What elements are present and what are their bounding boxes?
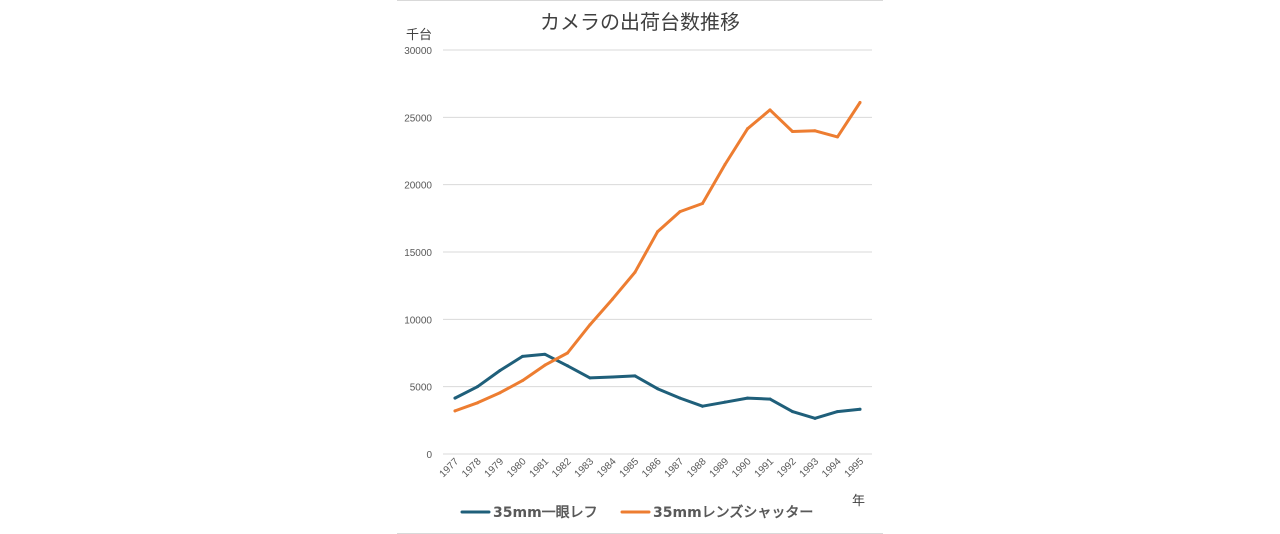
data-point <box>678 210 682 214</box>
data-point <box>588 376 592 380</box>
y-tick-label: 15000 <box>404 248 432 259</box>
x-tick-label: 1992 <box>775 456 799 480</box>
data-point <box>746 396 749 400</box>
y-axis-unit-label: 千台 <box>406 28 432 43</box>
data-point <box>521 379 524 383</box>
data-point <box>768 108 772 112</box>
x-tick-label: 1990 <box>730 456 754 480</box>
data-point <box>476 385 479 389</box>
y-tick-label: 20000 <box>404 181 432 192</box>
y-tick-label: 5000 <box>410 383 433 394</box>
legend-label: 35mm一眼レフ <box>493 505 598 521</box>
data-point <box>498 391 502 395</box>
x-tick-label: 1983 <box>573 456 597 480</box>
data-point <box>791 410 794 414</box>
data-point <box>566 364 569 368</box>
legend-label: 35mmレンズシャッター <box>653 504 813 521</box>
data-point <box>656 387 659 391</box>
x-tick-label: 1981 <box>528 456 552 480</box>
series-0 <box>453 352 862 420</box>
series-1 <box>453 101 862 413</box>
gridlines <box>443 49 872 455</box>
data-point <box>723 400 727 404</box>
data-point <box>813 129 817 133</box>
x-tick-label: 1979 <box>483 456 507 480</box>
data-point <box>746 127 749 131</box>
y-tick-label: 0 <box>426 450 432 461</box>
data-point <box>588 323 592 327</box>
data-point <box>791 129 794 133</box>
x-axis-ticks: 1977197819791980198119821983198419851986… <box>438 456 867 480</box>
chart-title: カメラの出荷台数推移 <box>540 10 740 34</box>
x-tick-label: 1978 <box>460 456 484 480</box>
data-point <box>701 202 704 206</box>
x-tick-label: 1989 <box>708 456 732 480</box>
x-tick-label: 1977 <box>438 456 462 480</box>
data-point <box>656 230 659 234</box>
data-point <box>566 351 569 355</box>
x-axis-unit-label: 年 <box>852 494 865 509</box>
data-point <box>453 396 457 400</box>
data-point <box>701 404 704 408</box>
x-tick-label: 1993 <box>798 456 822 480</box>
data-point <box>858 407 862 411</box>
x-tick-label: 1980 <box>505 456 529 480</box>
data-point <box>633 374 637 378</box>
data-point <box>521 354 524 358</box>
data-point <box>836 410 839 414</box>
data-point <box>723 162 727 166</box>
data-point <box>836 135 839 139</box>
x-tick-label: 1994 <box>820 456 844 480</box>
y-tick-label: 30000 <box>404 46 432 57</box>
x-tick-label: 1985 <box>618 456 642 480</box>
x-tick-label: 1987 <box>663 456 687 480</box>
data-point <box>813 416 817 420</box>
data-point <box>543 363 547 367</box>
x-tick-label: 1991 <box>753 456 777 480</box>
data-point <box>453 409 457 413</box>
data-point <box>858 101 862 105</box>
data-point <box>633 270 637 274</box>
x-tick-label: 1988 <box>685 456 709 480</box>
data-point <box>678 396 682 400</box>
series-lines <box>453 101 862 420</box>
x-tick-label: 1982 <box>550 456 574 480</box>
x-tick-label: 1984 <box>595 456 619 480</box>
data-point <box>611 375 614 379</box>
x-tick-label: 1986 <box>640 456 664 480</box>
data-point <box>498 369 502 373</box>
data-point <box>476 401 479 405</box>
data-point <box>768 397 772 401</box>
data-point <box>611 297 614 301</box>
series-line <box>453 101 862 413</box>
data-point <box>543 352 547 356</box>
y-tick-label: 25000 <box>404 113 432 124</box>
y-axis-ticks: 0 5000 10000 15000 20000 25000 30000 <box>404 46 432 461</box>
legend: 35mm一眼レフ 35mmレンズシャッター <box>460 504 813 521</box>
legend-item: 35mmレンズシャッター <box>620 504 813 521</box>
x-tick-label: 1995 <box>843 456 867 480</box>
y-tick-label: 10000 <box>404 315 432 326</box>
legend-item: 35mm一眼レフ <box>460 505 598 521</box>
